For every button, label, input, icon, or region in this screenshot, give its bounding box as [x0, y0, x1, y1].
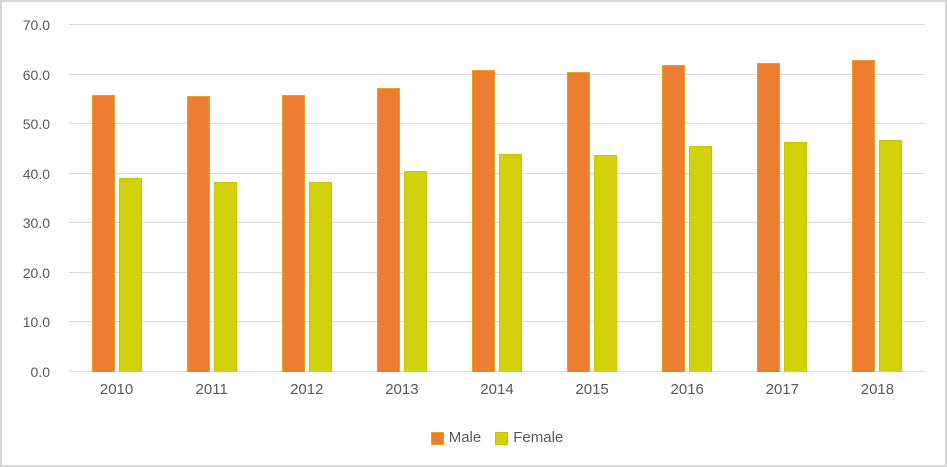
x-axis-tick-label: 2017 [765, 381, 799, 398]
gridline [69, 24, 925, 25]
bar-male-2016 [662, 65, 686, 372]
x-axis-tick-label: 2010 [99, 381, 134, 398]
legend-swatch-icon [430, 431, 444, 445]
category-group [830, 25, 925, 372]
y-axis-tick-label: 60.0 [22, 66, 50, 83]
y-axis-tick-label: 50.0 [22, 116, 50, 133]
y-axis-tick-label: 20.0 [22, 264, 50, 281]
bar-female-2017 [784, 142, 808, 372]
bar-male-2015 [567, 72, 591, 372]
bar-female-2014 [498, 153, 522, 372]
y-axis-tick-label: 10.0 [22, 314, 50, 331]
legend-item-female: Female [495, 429, 563, 447]
y-axis-tick-label: 40.0 [22, 165, 50, 182]
x-axis-tick-label: 2011 [195, 381, 228, 398]
category-group [354, 25, 449, 372]
gridline [69, 321, 925, 323]
legend-label: Female [513, 429, 564, 446]
bar-male-2017 [757, 63, 781, 372]
x-axis-tick-label: 2013 [385, 381, 419, 398]
bar-female-2011 [213, 182, 237, 372]
category-group [164, 25, 259, 372]
category-group [69, 25, 164, 372]
category-group [640, 25, 735, 372]
legend-swatch-icon [495, 431, 509, 445]
bar-female-2012 [308, 181, 332, 372]
gridline [69, 172, 925, 174]
gridline [69, 222, 925, 224]
y-axis-tick-label: 70.0 [22, 17, 50, 33]
bar-female-2018 [879, 140, 903, 372]
x-axis-tick-label: 2014 [480, 381, 514, 398]
category-group [735, 25, 830, 372]
legend-label: Male [448, 429, 482, 446]
x-axis-tick-label: 2018 [860, 381, 895, 398]
category-group [449, 25, 544, 372]
bar-male-2013 [376, 87, 400, 372]
gridline [69, 123, 925, 125]
bar-male-2014 [471, 70, 495, 372]
x-axis-tick-label: 2016 [670, 381, 704, 398]
legend-item-male: Male [430, 429, 482, 447]
bar-male-2018 [852, 60, 876, 372]
bar-female-2015 [594, 154, 618, 372]
bar-female-2010 [118, 177, 142, 372]
y-axis-tick-label: 0.0 [30, 364, 50, 380]
bar-male-2012 [281, 94, 305, 372]
bar-female-2016 [689, 145, 713, 372]
plot-area [69, 24, 925, 372]
bar-male-2010 [91, 95, 115, 372]
category-group [545, 25, 640, 372]
legend: Male Female [69, 429, 925, 447]
x-axis: 2010 2011 2012 2013 2014 2015 2016 2017 2018 [69, 380, 925, 402]
y-axis: 0.0 10.0 20.0 30.0 40.0 50.0 60.0 70.0 [2, 17, 50, 380]
bar-female-2013 [403, 170, 427, 372]
gridline [69, 271, 925, 273]
gridline [69, 371, 925, 372]
gridline [69, 73, 925, 75]
category-group [259, 25, 354, 372]
x-axis-tick-label: 2012 [290, 381, 324, 398]
x-axis-tick-label: 2015 [575, 381, 609, 398]
bar-male-2011 [186, 95, 210, 372]
y-axis-tick-label: 30.0 [22, 215, 50, 232]
